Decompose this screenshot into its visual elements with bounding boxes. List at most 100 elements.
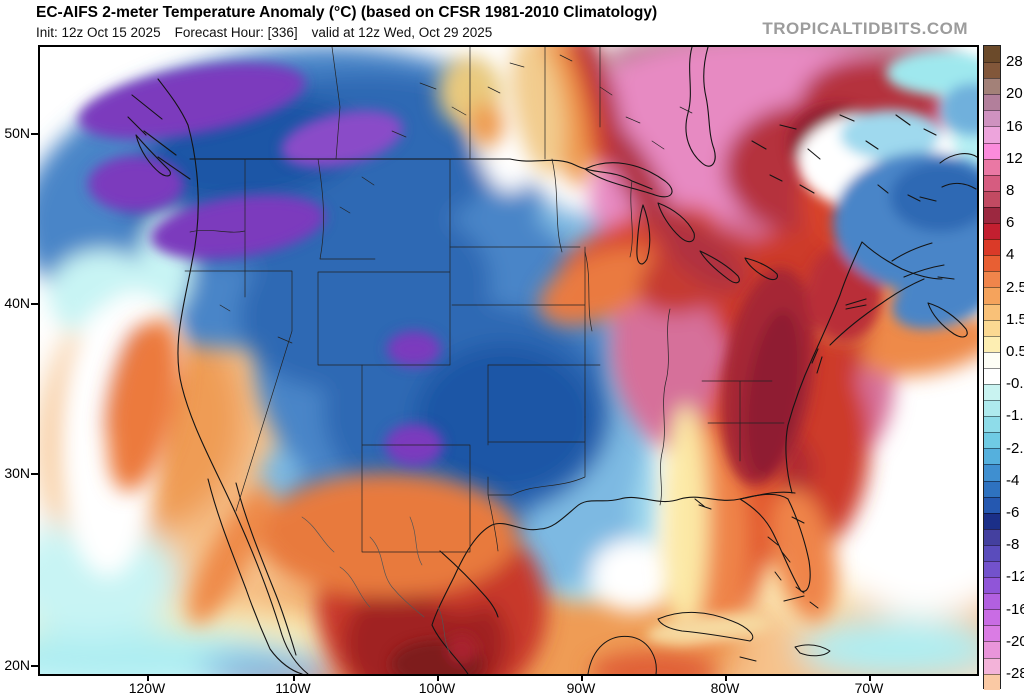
colorbar-segment	[984, 448, 1000, 465]
colorbar-segment	[984, 512, 1000, 529]
rio-grande	[439, 550, 499, 618]
hispaniola-jamaica-bahamas	[739, 516, 831, 662]
atlantic-coastline	[785, 294, 867, 494]
lat-tick	[31, 133, 38, 135]
colorbar-value-label: -12	[1006, 568, 1024, 586]
bc-coast-fjords	[127, 78, 191, 180]
colorbar-segment	[984, 62, 1000, 79]
pacific-coastline	[177, 124, 309, 674]
colorbar-segment	[984, 46, 1000, 63]
yucatan	[587, 635, 657, 674]
anomaly-field-svg	[40, 47, 977, 674]
colorbar-segment	[984, 609, 1000, 626]
lake-ontario	[744, 257, 778, 281]
colorbar-value-label: 6	[1006, 214, 1015, 232]
lon-label: 80W	[710, 680, 740, 696]
lon-tick	[725, 674, 727, 681]
colorbar-segment	[984, 625, 1000, 642]
colorbar-value-label: -0.5	[1006, 375, 1024, 393]
lat-tick	[31, 473, 38, 475]
colorbar-segment	[984, 174, 1000, 191]
colorbar-segment	[984, 239, 1000, 256]
anomaly-map	[38, 45, 979, 676]
colorbar-segment	[984, 464, 1000, 481]
colorbar-segment	[984, 158, 1000, 175]
valid-time: valid at 12z Wed, Oct 29 2025	[311, 25, 493, 40]
colorbar-segment	[984, 223, 1000, 240]
newfoundland-coast	[919, 153, 977, 202]
colorbar	[983, 45, 1001, 690]
vancouver-island	[135, 134, 171, 177]
colorbar-value-label: 16	[1006, 117, 1023, 135]
colorbar-segment	[984, 271, 1000, 288]
lat-label: 30N	[4, 465, 30, 481]
colorbar-segment	[984, 351, 1000, 368]
colorbar-segment	[984, 673, 1000, 690]
lon-tick	[293, 674, 295, 681]
colorbar-value-label: 0.5	[1006, 342, 1024, 360]
colorbar-segment	[984, 561, 1000, 578]
lat-label: 20N	[4, 657, 30, 673]
forecast-hour: Forecast Hour: [336]	[174, 25, 298, 40]
lat-tick	[31, 665, 38, 667]
colorbar-value-label: 28	[1006, 53, 1023, 71]
lon-label: 90W	[566, 680, 596, 696]
colorbar-value-label: -4	[1006, 471, 1020, 489]
lat-tick	[31, 303, 38, 305]
colorbar-value-label: 12	[1006, 149, 1023, 167]
colorbar-value-label: -8	[1006, 536, 1020, 554]
colorbar-segment	[984, 287, 1000, 304]
colorbar-value-label: 8	[1006, 181, 1015, 199]
colorbar-value-label: -16	[1006, 600, 1024, 618]
colorbar-segment	[984, 206, 1000, 224]
lon-label: 70W	[854, 680, 884, 696]
colorbar-segment	[984, 303, 1000, 320]
cuba	[657, 611, 754, 642]
baja-california	[207, 478, 303, 674]
colorbar-value-label: -2.5	[1006, 439, 1024, 457]
colorbar-value-label: 2.5	[1006, 278, 1024, 296]
lat-label: 50N	[4, 125, 30, 141]
colorbar-segment	[984, 319, 1000, 336]
mexico-caribbean-borders	[301, 516, 451, 654]
colorbar-segment	[984, 641, 1000, 658]
colorbar-segment	[984, 335, 1000, 352]
florida-peninsula	[739, 493, 811, 602]
colorbar-segment	[984, 367, 1000, 384]
st-lawrence-river	[829, 278, 925, 346]
colorbar-segment	[984, 255, 1000, 272]
lon-label: 120W	[128, 680, 166, 696]
lat-label: 40N	[4, 295, 30, 311]
colorbar-value-label: -20	[1006, 632, 1024, 650]
colorbar-segment	[984, 126, 1000, 143]
mississippi-delta	[694, 498, 712, 510]
colorbar-value-label: 20	[1006, 85, 1023, 103]
colorbar-value-label: -1.5	[1006, 407, 1024, 425]
lon-tick	[437, 674, 439, 681]
colorbar-segment	[984, 480, 1000, 497]
coastlines-borders	[127, 47, 977, 674]
lon-tick	[581, 674, 583, 681]
colorbar-segment	[984, 142, 1000, 159]
colorbar-segment	[984, 528, 1000, 545]
colorbar-segment	[984, 94, 1000, 111]
islands-coastlines	[587, 516, 831, 674]
colorbar-value-label: 1.5	[1006, 310, 1024, 328]
colorbar-segment	[984, 400, 1000, 417]
colorbar-value-label: -6	[1006, 503, 1020, 521]
lon-label: 100W	[418, 680, 456, 696]
colorbar-segment	[984, 432, 1000, 449]
james-bay	[685, 47, 716, 167]
colorbar-segment	[984, 544, 1000, 561]
colorbar-segment	[984, 577, 1000, 594]
run-info: Init: 12z Oct 15 2025 Forecast Hour: [336…	[36, 25, 506, 40]
colorbar-segment	[984, 657, 1000, 674]
colorbar-segment	[984, 496, 1000, 513]
colorbar-segment	[984, 593, 1000, 610]
tropicaltidbits-watermark: TROPICALTIDBITS.COM	[762, 19, 968, 38]
lake-huron	[657, 202, 695, 243]
new-england-coast	[839, 241, 943, 296]
temperature-anomaly-field	[40, 47, 977, 674]
lake-michigan	[636, 204, 651, 265]
